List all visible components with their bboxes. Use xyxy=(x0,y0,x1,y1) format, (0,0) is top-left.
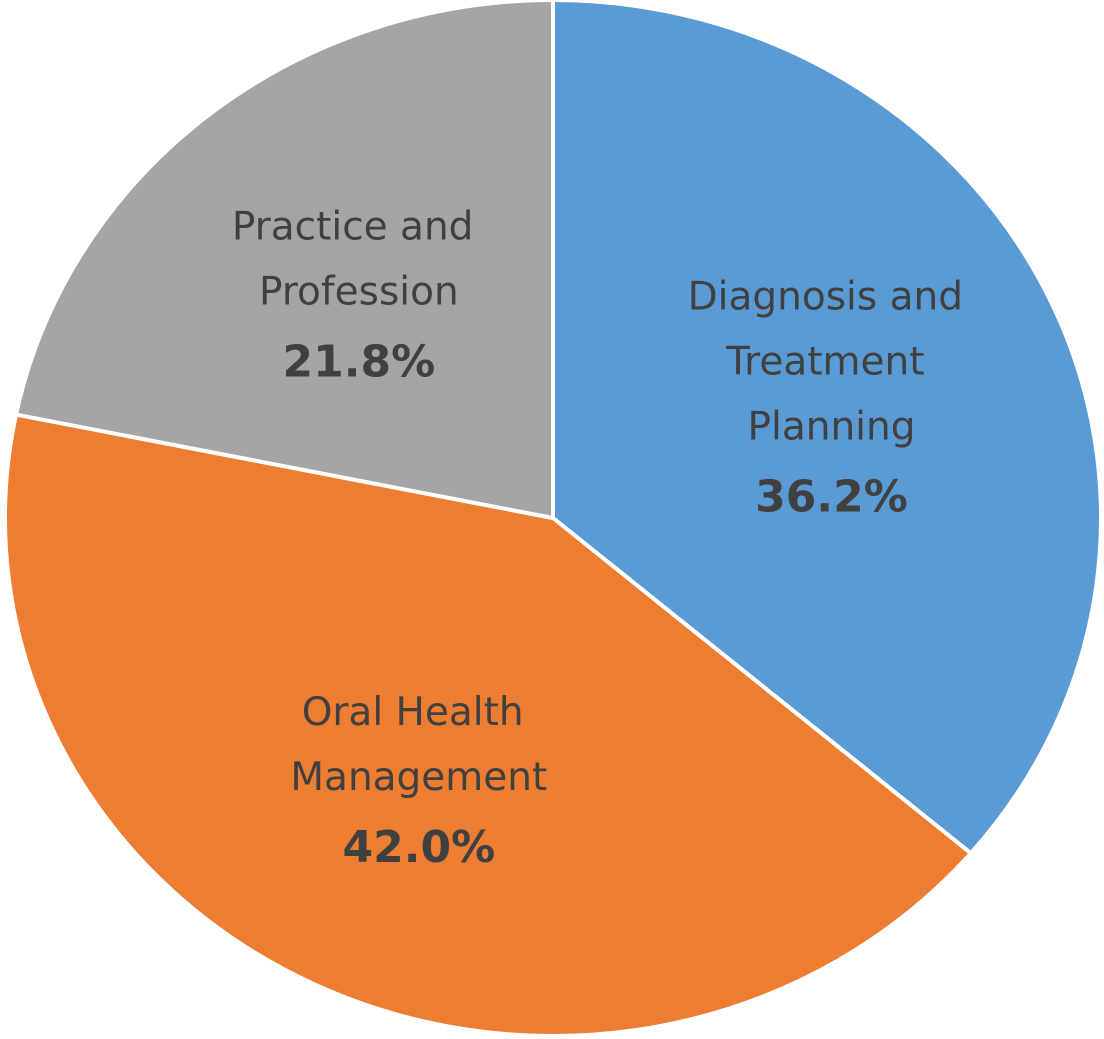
slice-label: Oral Health Management xyxy=(290,689,547,799)
slice-label-line: Treatment xyxy=(725,339,937,384)
slice-label-line: Management xyxy=(290,754,547,799)
pie-slice xyxy=(551,0,1103,856)
slice-label-line: Planning xyxy=(747,404,915,449)
slice-value-label: 42.0% xyxy=(343,822,496,873)
pie-slice xyxy=(14,0,555,520)
slice-label: Practice and Profession xyxy=(232,204,486,314)
slice-label-line: Diagnosis and xyxy=(688,274,976,319)
slice-label-line: Profession xyxy=(259,269,459,314)
slice-label: Diagnosis and Treatment Planning xyxy=(688,274,976,449)
slice-value-label: 21.8% xyxy=(283,336,436,387)
pie-slice xyxy=(3,412,973,1038)
slice-label-line: Practice and xyxy=(232,204,486,249)
slice-label-line: Oral Health xyxy=(302,689,536,734)
slice-value-label: 36.2% xyxy=(755,472,908,523)
